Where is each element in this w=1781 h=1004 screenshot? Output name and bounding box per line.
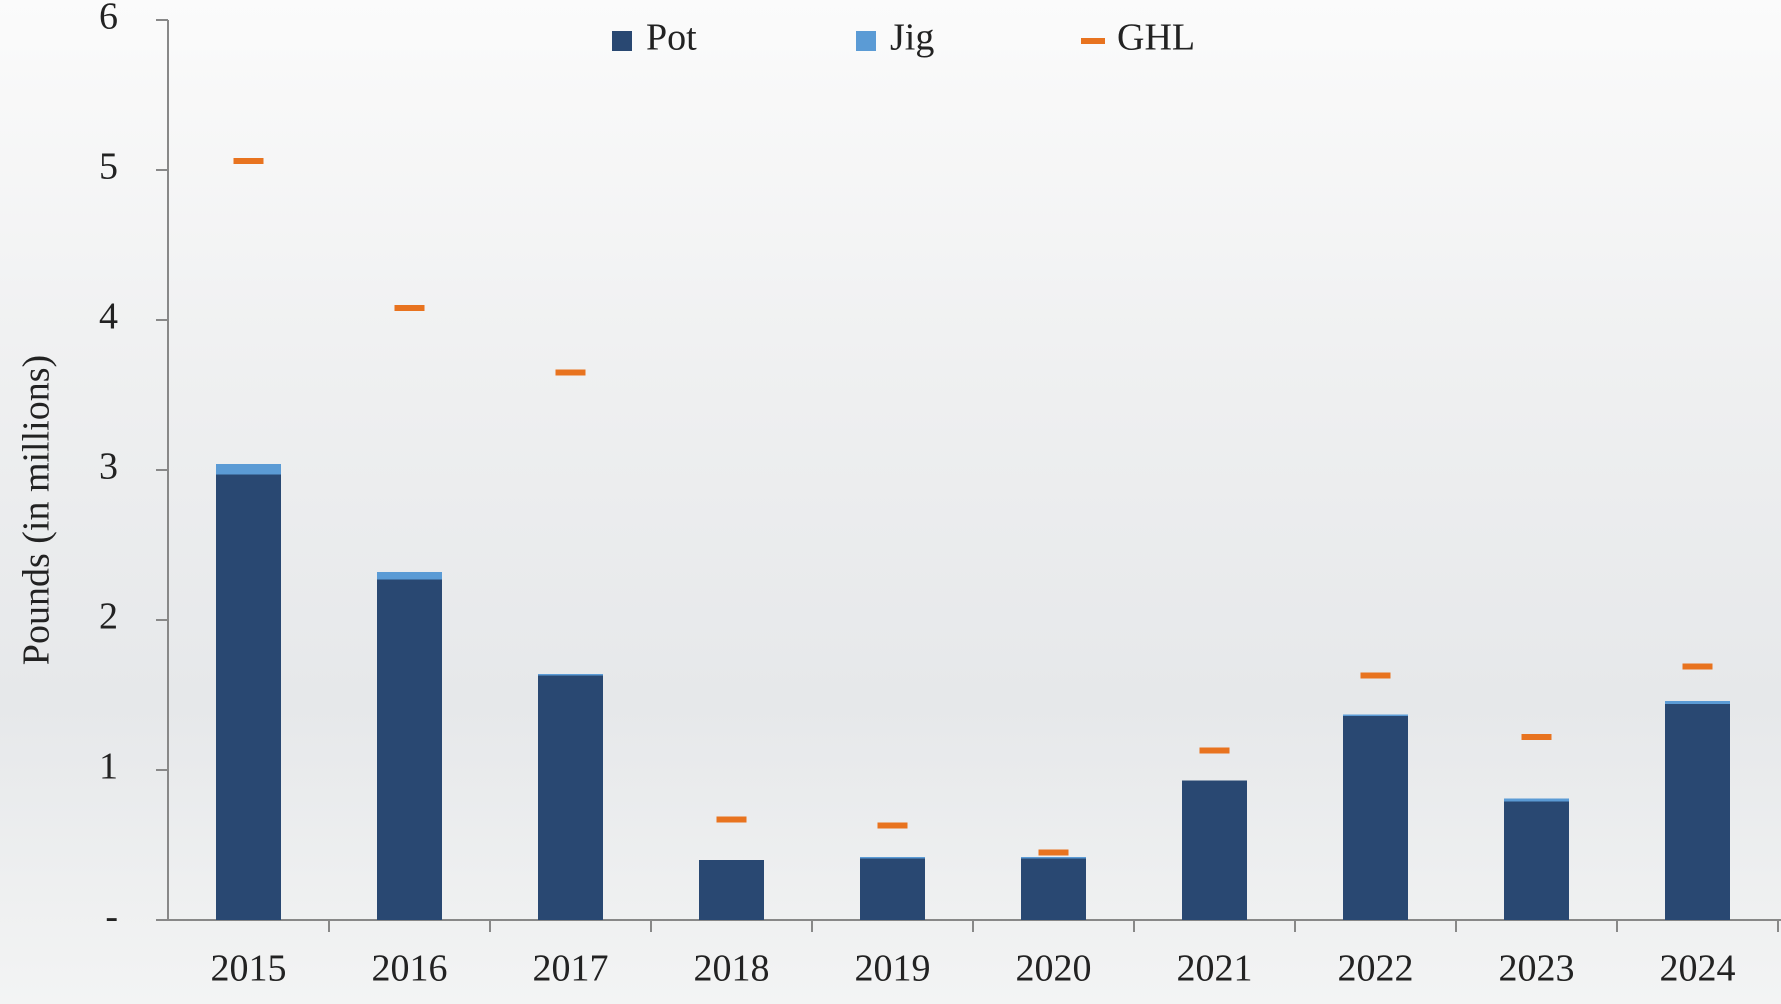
legend-swatch — [856, 31, 876, 51]
bar-segment — [699, 860, 764, 920]
bar-segment — [1182, 781, 1247, 921]
x-tick-label: 2021 — [1177, 948, 1253, 990]
ghl-marker — [1039, 850, 1069, 856]
y-tick-label: 4 — [99, 296, 118, 338]
y-tick-label: 2 — [99, 596, 118, 638]
bar-segment — [377, 580, 442, 921]
ghl-marker — [717, 817, 747, 823]
x-tick-label: 2022 — [1338, 948, 1414, 990]
ghl-marker — [395, 305, 425, 311]
ghl-marker — [878, 823, 908, 829]
bar-segment — [377, 572, 442, 580]
bar-segment — [1504, 802, 1569, 921]
x-tick-label: 2020 — [1016, 948, 1092, 990]
bar-segment — [860, 859, 925, 921]
bar-segment — [1665, 704, 1730, 920]
bar-segment — [1343, 716, 1408, 920]
bar-segment — [216, 475, 281, 921]
legend-label: GHL — [1117, 17, 1195, 59]
y-tick-label: - — [105, 896, 118, 938]
y-tick-label: 6 — [99, 0, 118, 38]
legend-swatch — [612, 31, 632, 51]
bar-segment — [1021, 859, 1086, 921]
bar-segment — [538, 676, 603, 921]
x-tick-label: 2016 — [372, 948, 448, 990]
bar-segment — [1665, 701, 1730, 704]
legend-label: Jig — [890, 17, 934, 59]
bar-segment — [1021, 857, 1086, 859]
chart: Pounds (in millions) - 1 2 3 4 5 6 2015 2016 2017… — [0, 0, 1781, 1004]
x-tick-label: 2019 — [855, 948, 931, 990]
ghl-marker — [1683, 664, 1713, 670]
x-tick-label: 2018 — [694, 948, 770, 990]
ghl-marker — [1361, 673, 1391, 679]
legend-label: Pot — [646, 17, 697, 59]
ghl-marker — [1522, 734, 1552, 740]
bar-segment — [860, 857, 925, 859]
bar-segment — [1343, 715, 1408, 717]
legend-swatch — [1081, 38, 1105, 44]
y-axis-label: Pounds (in millions) — [16, 355, 58, 665]
x-tick-label: 2015 — [211, 948, 287, 990]
page: Pounds (in millions) - 1 2 3 4 5 6 2015 2016 2017… — [0, 0, 1781, 1004]
x-tick-label: 2023 — [1499, 948, 1575, 990]
bar-segment — [1504, 799, 1569, 802]
x-tick-label: 2017 — [533, 948, 609, 990]
bar-segment — [216, 464, 281, 475]
ghl-marker — [1200, 748, 1230, 754]
ghl-marker — [556, 370, 586, 376]
y-tick-label: 3 — [99, 446, 118, 488]
x-tick-label: 2024 — [1660, 948, 1736, 990]
y-tick-label: 5 — [99, 146, 118, 188]
bar-segment — [538, 674, 603, 676]
ghl-marker — [234, 158, 264, 164]
y-tick-label: 1 — [99, 746, 118, 788]
